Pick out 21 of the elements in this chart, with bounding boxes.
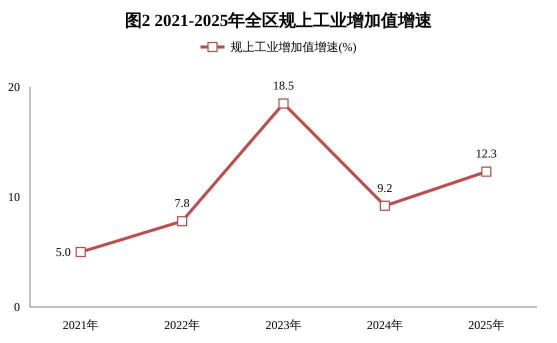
x-tick-label: 2022年: [164, 318, 200, 332]
legend-label: 规上工业增加值增速(%): [230, 40, 356, 54]
legend: 规上工业增加值增速(%): [200, 40, 356, 54]
y-tick-label: 0: [14, 300, 20, 314]
text: 7.8: [174, 196, 190, 210]
x-tick-label: 2025年: [468, 318, 504, 332]
point: [481, 166, 492, 177]
x-tick-label: 2023年: [266, 318, 302, 332]
text: 12.3: [476, 146, 497, 161]
x-tick-label: 2021年: [62, 318, 99, 332]
x-tick-label: 2024年: [366, 318, 403, 332]
y-tick-label: 20: [8, 80, 20, 94]
y-tick-label: 10: [8, 190, 20, 204]
point: [380, 200, 390, 211]
point: [76, 246, 86, 258]
point: [177, 216, 188, 226]
text: 5.0: [56, 245, 71, 259]
chart-title: 图2 2021-2025年全区规上工业增加值增速: [124, 11, 432, 30]
text: 18.5: [273, 78, 294, 92]
text: 9.2: [377, 180, 392, 195]
point: [278, 98, 289, 109]
